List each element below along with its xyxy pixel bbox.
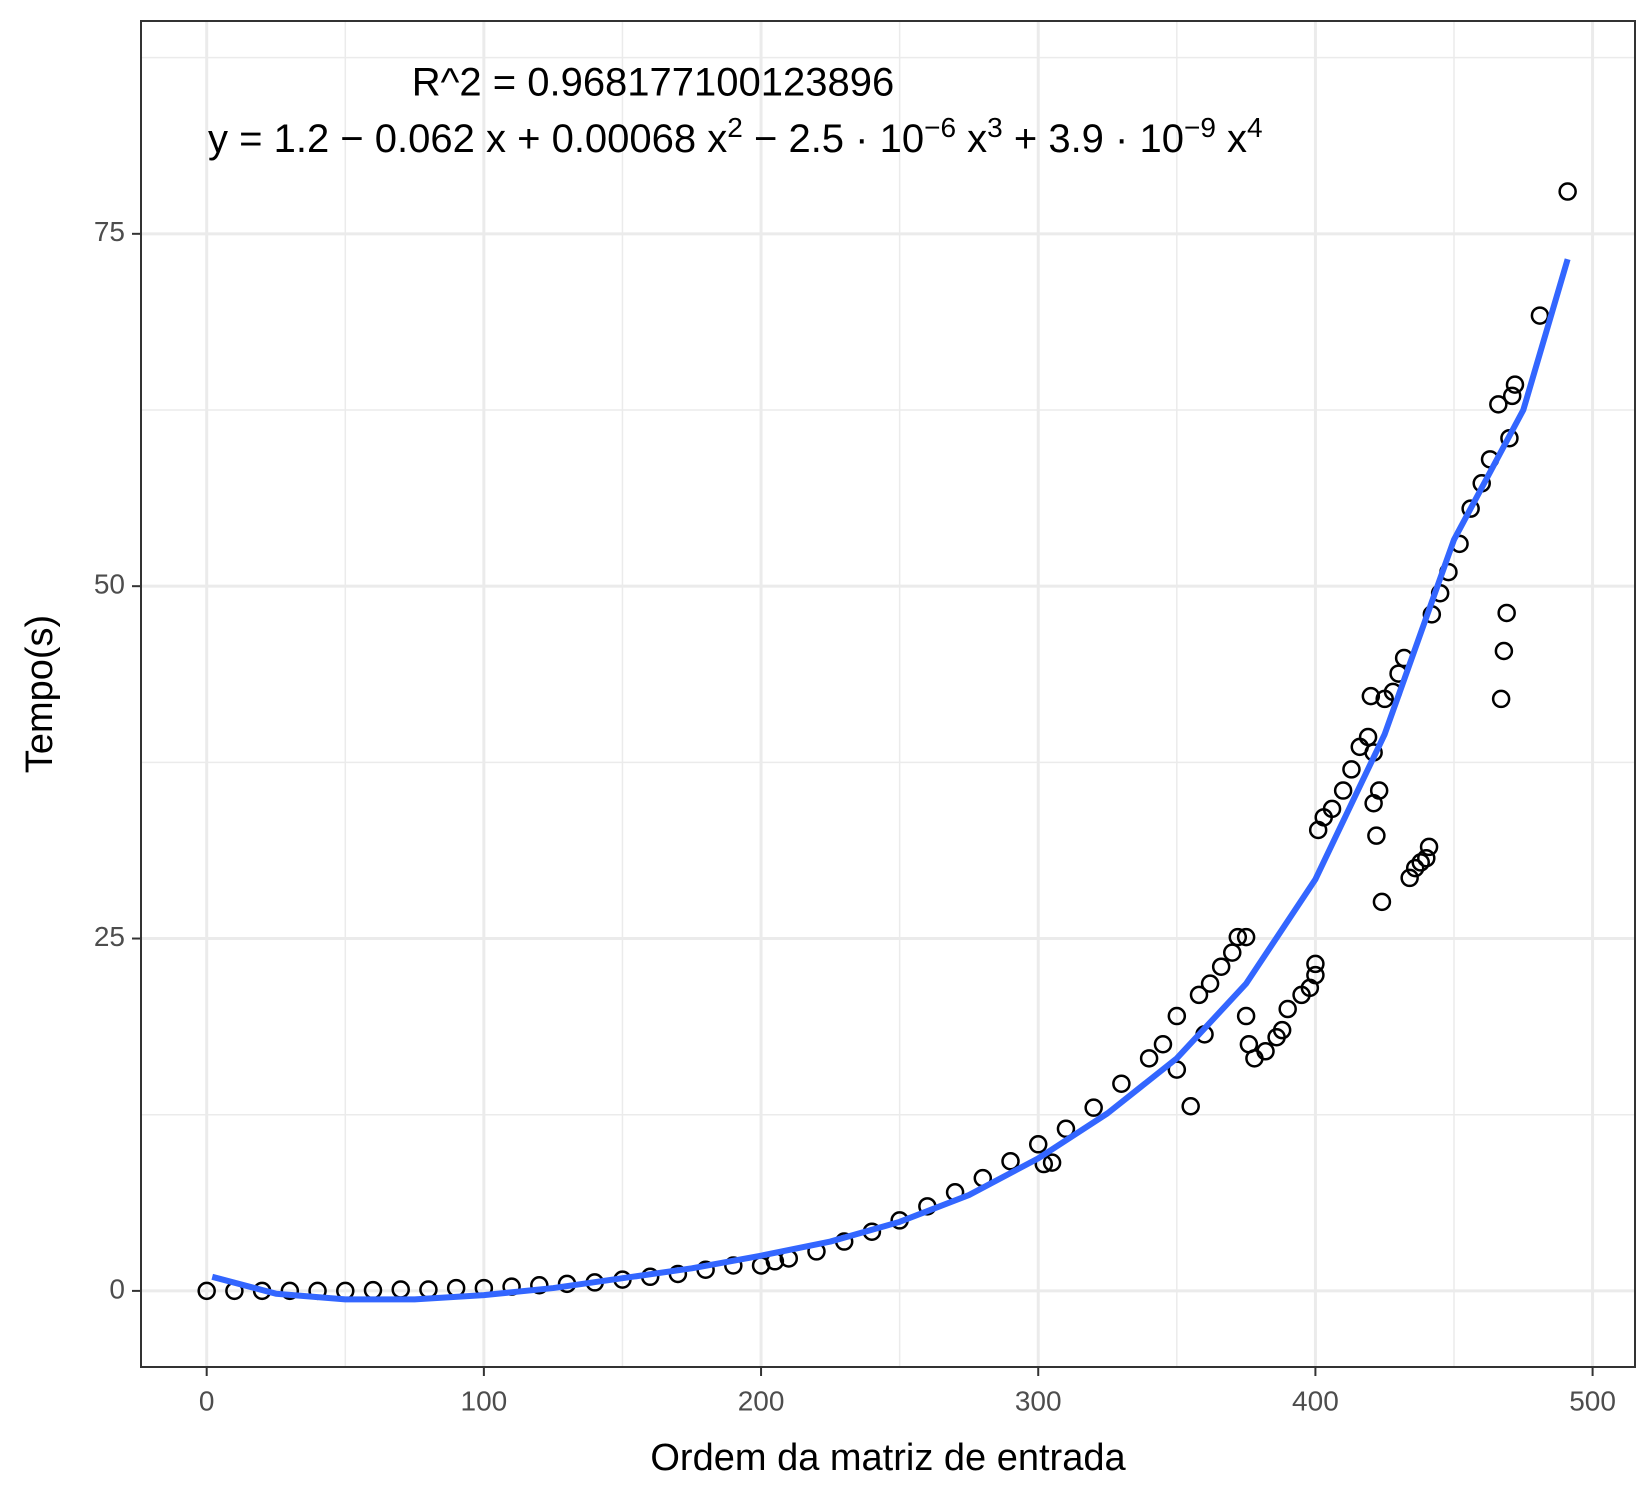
equation-exponent: 2 — [727, 112, 743, 143]
point — [1558, 182, 1577, 201]
point — [1042, 1153, 1062, 1172]
equation-term: − 2.5 · 10 — [743, 117, 924, 161]
equation-exponent: −9 — [1184, 112, 1216, 143]
equation-exponent: −6 — [924, 112, 956, 143]
point — [1405, 858, 1425, 878]
point — [1494, 641, 1514, 661]
point — [1153, 1034, 1173, 1054]
point — [1256, 1042, 1275, 1061]
point — [1322, 799, 1342, 819]
point — [1491, 689, 1511, 709]
equation-exponent: 3 — [987, 112, 1003, 143]
point — [530, 1276, 549, 1295]
point — [1306, 954, 1325, 974]
point — [1167, 1006, 1187, 1026]
point — [1223, 943, 1242, 962]
point — [1400, 868, 1419, 888]
grid — [141, 21, 1635, 1367]
equation-term: + 3.9 · 10 — [1003, 117, 1184, 161]
point — [1228, 927, 1248, 947]
point — [1372, 892, 1392, 912]
equation-term: x — [1216, 117, 1247, 161]
point — [1461, 499, 1480, 518]
point — [1530, 306, 1550, 325]
point — [197, 1281, 216, 1301]
point — [1367, 826, 1386, 845]
point — [724, 1256, 743, 1275]
x-tick-label: 300 — [1015, 1385, 1062, 1416]
point — [1028, 1135, 1048, 1154]
x-tick-label: 200 — [738, 1385, 785, 1416]
point — [1189, 985, 1209, 1005]
point — [1502, 386, 1522, 406]
point — [1419, 837, 1439, 857]
point — [1306, 965, 1325, 985]
point — [1497, 603, 1516, 623]
panel-border — [140, 20, 1636, 1368]
x-tick-label: 100 — [461, 1385, 508, 1416]
y-axis-title: Tempo(s) — [19, 615, 61, 773]
point — [1505, 375, 1525, 394]
y-tick-label: 75 — [94, 216, 125, 247]
point — [1369, 781, 1389, 800]
y-tick-label: 25 — [94, 921, 125, 952]
point — [280, 1281, 300, 1301]
y-tick-label: 50 — [94, 569, 125, 600]
point — [1236, 1006, 1256, 1026]
point — [1181, 1097, 1200, 1116]
point — [1358, 727, 1378, 747]
point — [1200, 974, 1220, 993]
point — [1333, 781, 1353, 800]
x-tick-label: 0 — [199, 1385, 215, 1416]
equation-exponent: 4 — [1247, 112, 1263, 143]
point — [1139, 1049, 1159, 1068]
y-tick-label: 0 — [109, 1273, 125, 1304]
x-tick-label: 400 — [1292, 1385, 1339, 1416]
point — [1278, 999, 1297, 1019]
point — [1112, 1074, 1131, 1093]
point — [1211, 957, 1231, 976]
point — [1084, 1098, 1103, 1117]
r2-annotation: R^2 = 0.968177100123896 — [412, 61, 895, 105]
equation: y = 1.2 − 0.062 x + 0.00068 x2 − 2.5 · 1… — [208, 112, 1263, 162]
x-tick-label: 500 — [1569, 1385, 1616, 1416]
marks — [197, 182, 1577, 1303]
equation-term: y = 1.2 − 0.062 x + 0.00068 x — [208, 117, 727, 161]
point — [1342, 760, 1361, 779]
equation-term: x — [956, 117, 987, 161]
point — [1361, 686, 1381, 706]
point — [1417, 848, 1436, 868]
point — [1272, 1020, 1292, 1040]
point — [1236, 927, 1256, 947]
x-axis-title: Ordem da matriz de entrada — [650, 1437, 1126, 1479]
fit-line — [211, 258, 1571, 1303]
point — [1001, 1151, 1020, 1171]
point — [1411, 853, 1430, 872]
point — [1489, 395, 1508, 414]
